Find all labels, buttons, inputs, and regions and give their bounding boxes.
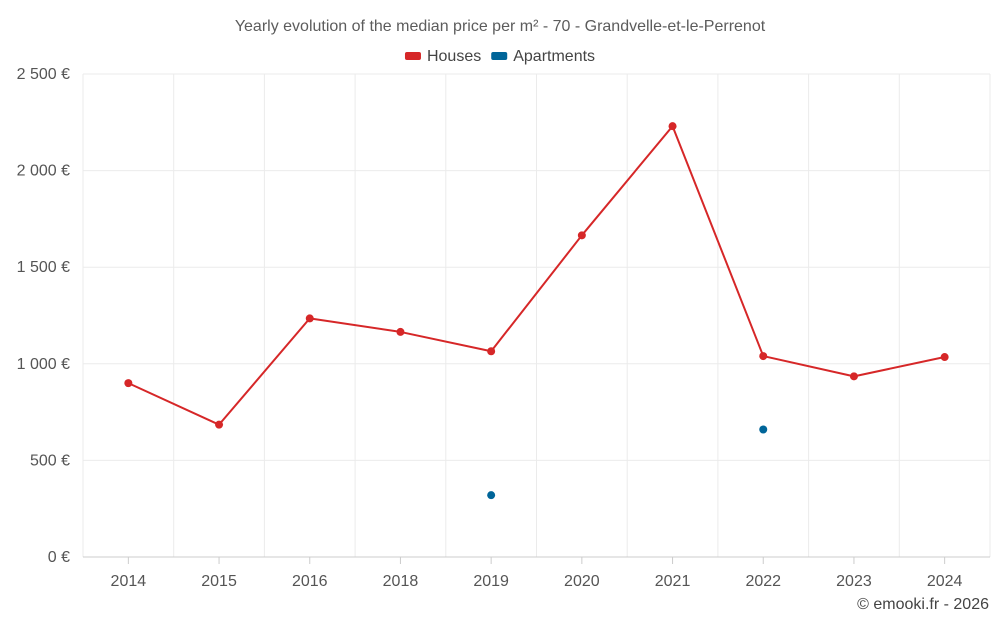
x-tick-label: 2016 [292,573,328,590]
chart-title: Yearly evolution of the median price per… [235,18,766,35]
chart-gridlines [82,73,991,557]
x-tick-label: 2024 [927,573,963,590]
chart-credit: © emooki.fr - 2026 [857,596,989,613]
data-point-houses[interactable] [215,420,224,429]
y-tick-label: 2 500 € [17,66,70,83]
data-point-apartments[interactable] [487,491,496,500]
series-houses [124,122,949,429]
legend-item-houses[interactable]: Houses [404,48,481,65]
data-point-houses[interactable] [305,314,314,323]
data-point-houses[interactable] [849,372,858,381]
x-tick-label: 2014 [111,573,147,590]
x-tick-label: 2018 [383,573,419,590]
legend-item-apartments[interactable]: Apartments [491,48,595,65]
chart-legend: Houses Apartments [404,48,595,65]
legend-swatch-apartments [491,52,508,60]
x-tick-label: 2023 [836,573,872,590]
data-point-houses[interactable] [124,379,133,388]
data-point-houses[interactable] [577,231,586,240]
legend-swatch-houses [404,52,421,60]
legend-label-houses: Houses [427,48,481,65]
y-tick-label: 0 € [48,549,70,566]
y-axis: 0 € 500 € 1 000 € 1 500 € 2 000 € 2 500 € [17,66,70,566]
data-point-houses[interactable] [487,347,496,356]
x-axis: 2014 2015 2016 2018 2019 2020 2021 2022 2023 2024 [83,556,990,590]
x-tick-label: 2020 [564,573,600,590]
series-line-houses [127,125,945,426]
legend-label-apartments: Apartments [513,48,595,65]
y-tick-label: 1 500 € [17,259,70,276]
data-point-houses[interactable] [668,122,677,131]
data-point-houses[interactable] [396,327,405,336]
series-apartments [487,425,768,500]
x-tick-label: 2019 [473,573,509,590]
data-point-apartments[interactable] [759,425,768,434]
y-tick-label: 2 000 € [17,163,70,180]
chart-series [124,122,949,500]
y-tick-label: 1 000 € [17,356,70,373]
x-tick-label: 2021 [655,573,691,590]
data-point-houses[interactable] [940,353,949,362]
y-tick-label: 500 € [30,452,70,469]
x-tick-label: 2015 [201,573,237,590]
data-point-houses[interactable] [759,352,768,361]
x-tick-label: 2022 [745,573,781,590]
